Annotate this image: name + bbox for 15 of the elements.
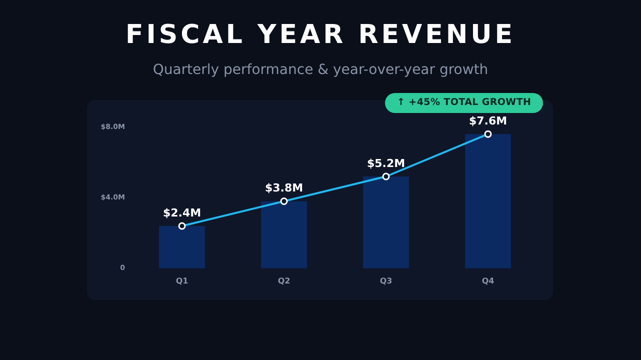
data-label: $3.8M xyxy=(264,182,304,195)
x-tick-label: Q1 xyxy=(176,276,189,286)
bar xyxy=(261,201,307,268)
text: ↑ +45% TOTAL GROWTH xyxy=(385,93,544,113)
bar xyxy=(363,176,409,268)
bar xyxy=(465,134,511,268)
chart-title: FISCAL YEAR REVENUE xyxy=(124,20,517,50)
data-label: $2.4M xyxy=(162,206,202,220)
bar xyxy=(159,226,205,268)
x-tick-label: Q4 xyxy=(482,276,495,286)
data-label: $7.6M xyxy=(468,114,508,128)
x-tick-label: Q3 xyxy=(380,276,392,286)
x-tick-label: Q2 xyxy=(278,276,290,286)
chart-subtitle: Quarterly performance & year-over-year growth xyxy=(152,62,490,78)
data-label: $5.2M xyxy=(366,156,406,170)
